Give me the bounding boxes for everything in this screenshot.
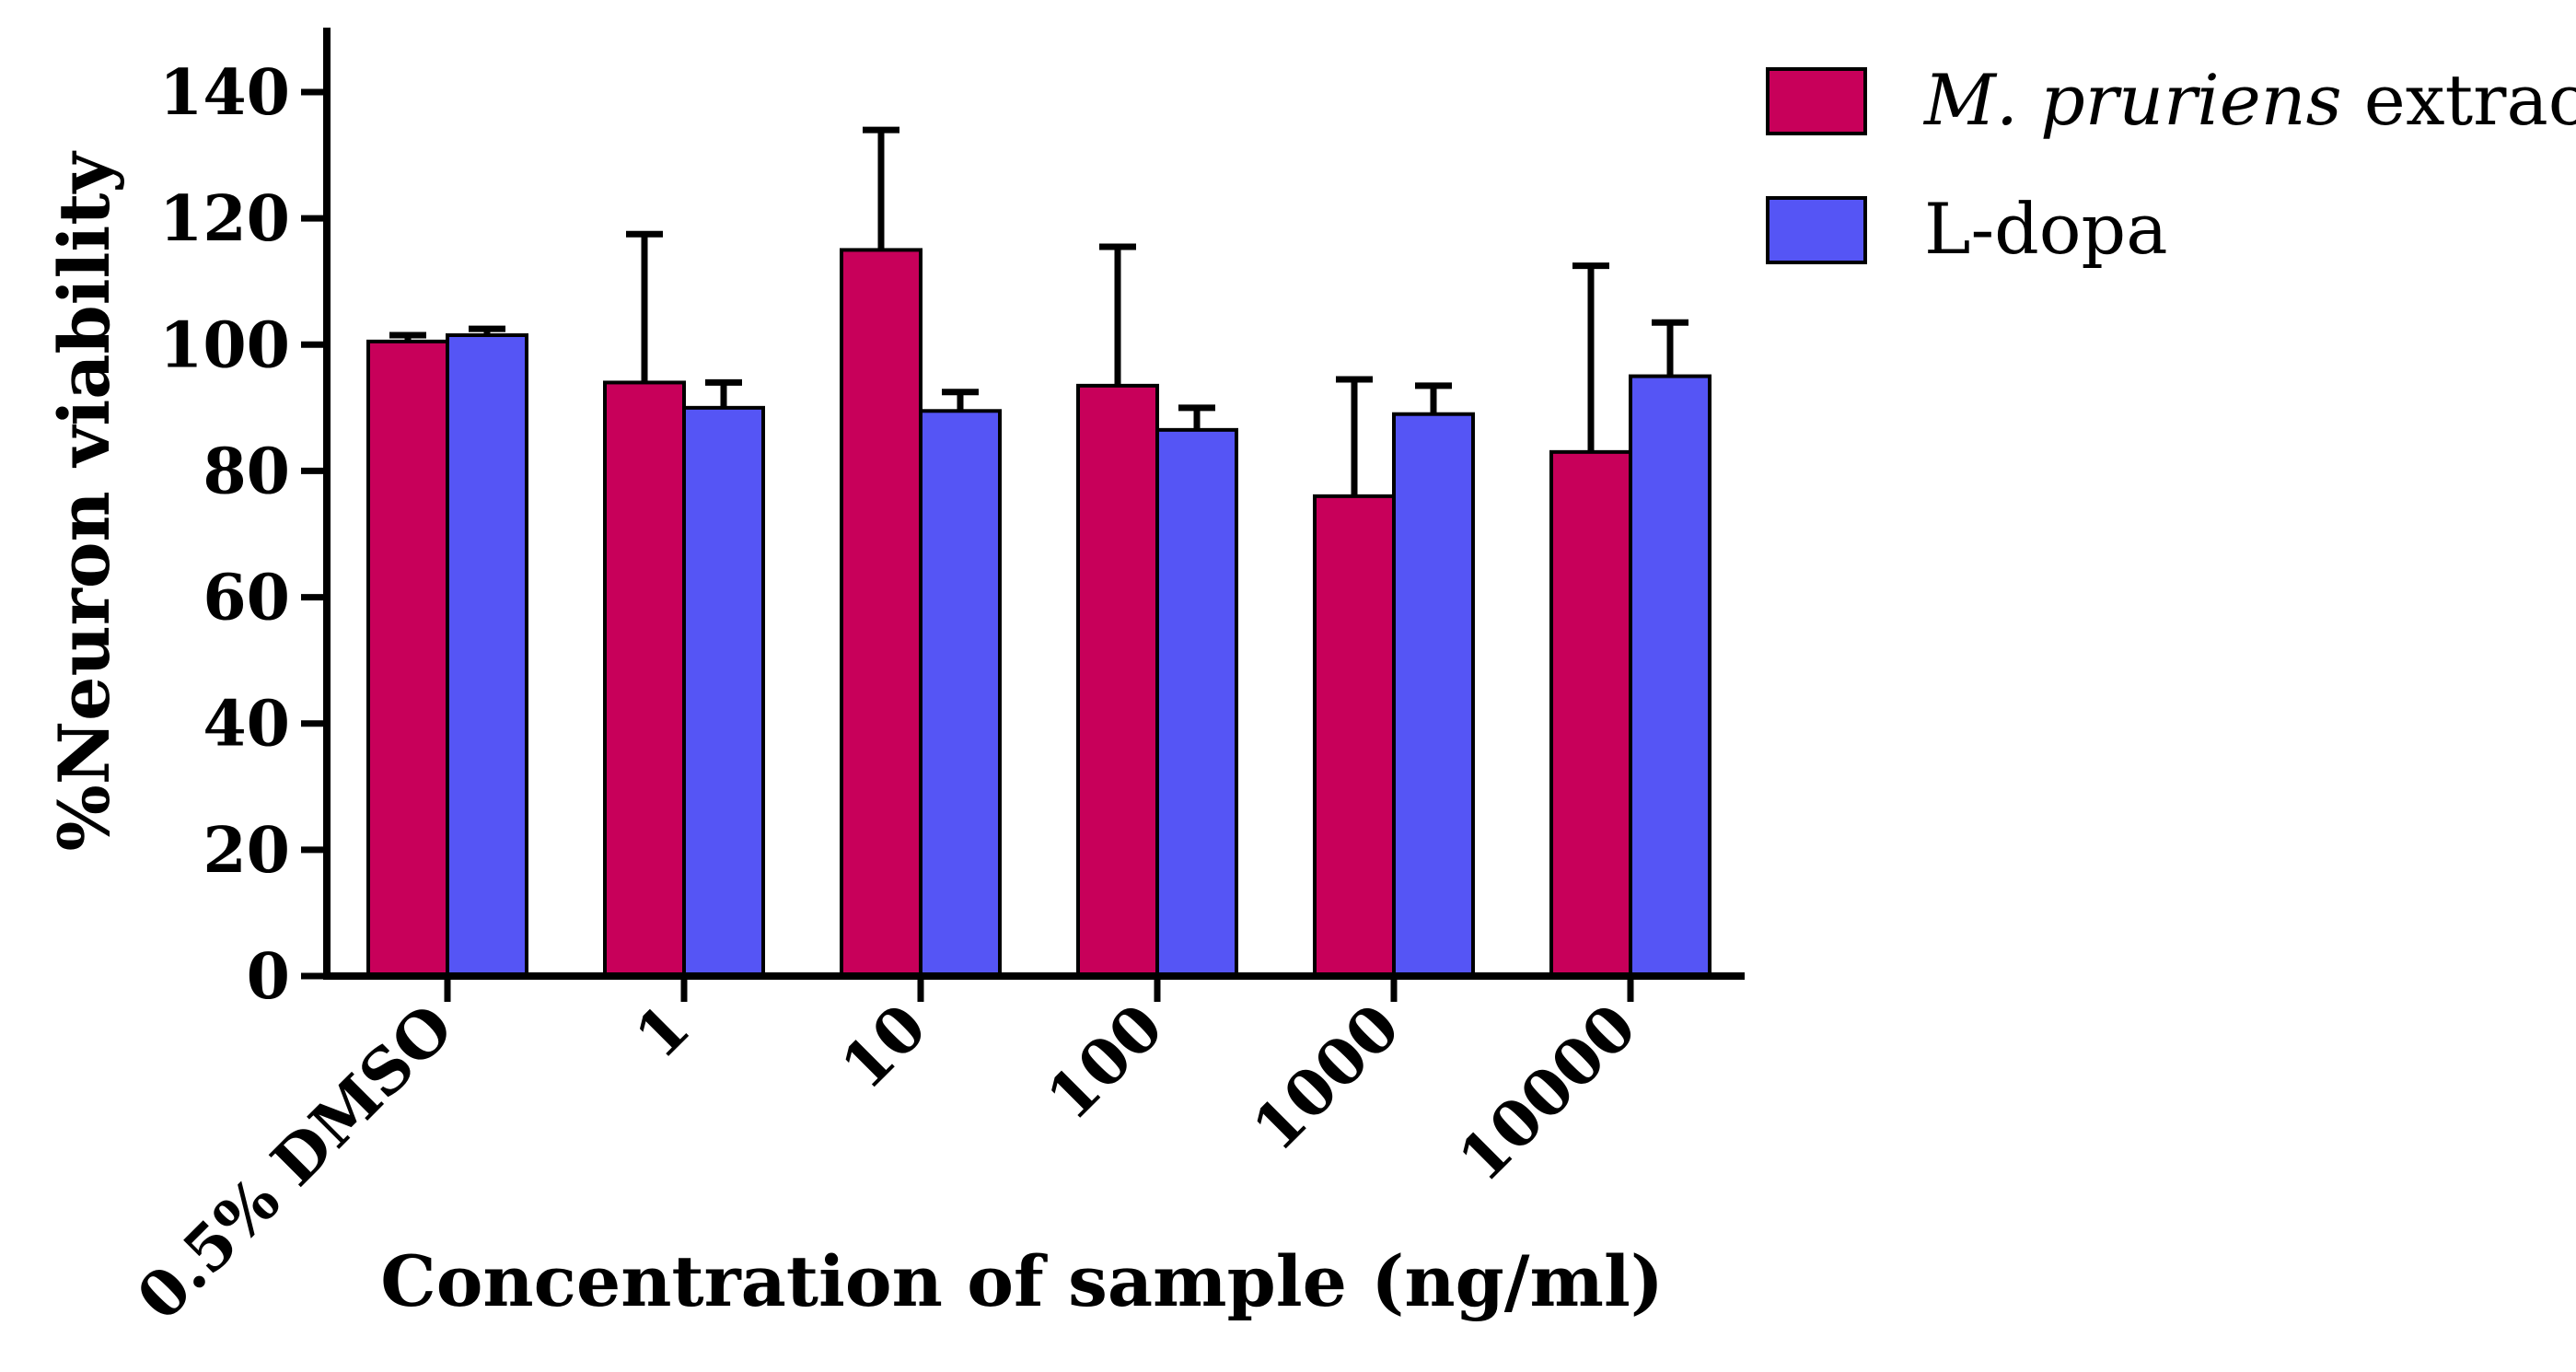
- x-axis-title: Concentration of sample (ng/ml): [380, 1240, 1664, 1322]
- x-tick-label: 1000: [1239, 990, 1414, 1165]
- y-tick-label: 40: [203, 688, 290, 762]
- bar: [1629, 374, 1712, 979]
- legend-label: L-dopa: [1924, 188, 2168, 270]
- y-tick-label: 20: [203, 814, 290, 888]
- bar: [682, 405, 765, 979]
- legend-label: M. pruriens extract: [1922, 59, 2576, 141]
- bar: [1392, 412, 1475, 978]
- x-tick-label: 10: [828, 990, 941, 1103]
- bar: [919, 409, 1002, 978]
- y-tick-label: 120: [159, 182, 290, 256]
- legend-swatch: [1766, 67, 1867, 135]
- bar: [1549, 449, 1632, 979]
- bar: [446, 333, 528, 978]
- x-tick-label: 100: [1033, 990, 1178, 1134]
- y-tick-label: 0: [247, 940, 290, 1014]
- bar: [840, 248, 922, 978]
- bar: [1155, 427, 1238, 979]
- y-tick-label: 140: [159, 56, 290, 130]
- y-tick-label: 100: [159, 308, 290, 382]
- x-tick-label: 1: [621, 990, 704, 1073]
- bar: [603, 380, 686, 978]
- x-tick-label: 10000: [1445, 990, 1651, 1196]
- y-axis-title: %Neuron viability: [43, 151, 125, 852]
- bar: [366, 339, 449, 979]
- bar: [1076, 383, 1159, 979]
- y-tick-label: 60: [203, 562, 290, 635]
- y-tick-label: 80: [203, 435, 290, 508]
- bar: [1313, 494, 1396, 978]
- legend-swatch: [1766, 196, 1867, 264]
